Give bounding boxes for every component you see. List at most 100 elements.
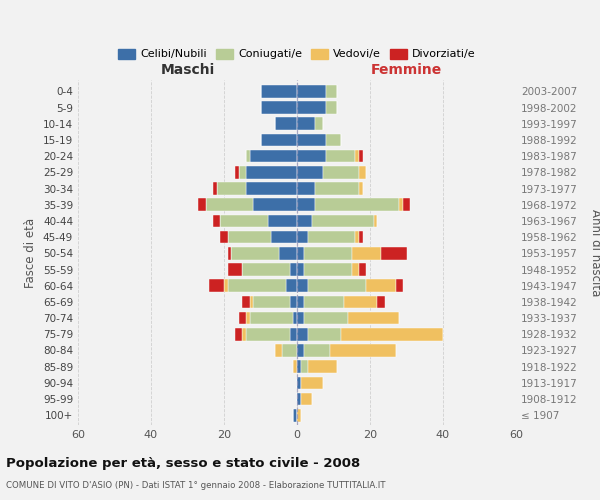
Bar (246, 182, 297, 195)
Bar (286, 280, 297, 292)
Bar (242, 263, 290, 276)
Bar (308, 280, 367, 292)
Bar (227, 280, 286, 292)
Bar (242, 328, 246, 340)
Bar (304, 312, 348, 324)
Bar (235, 328, 242, 340)
Bar (246, 150, 250, 162)
Bar (290, 296, 297, 308)
Text: Popolazione per età, sesso e stato civile - 2008: Popolazione per età, sesso e stato civil… (6, 458, 360, 470)
Bar (235, 166, 239, 178)
Bar (290, 263, 297, 276)
Bar (359, 166, 367, 178)
Bar (348, 312, 399, 324)
Bar (297, 312, 304, 324)
Bar (330, 344, 395, 357)
Bar (268, 214, 297, 227)
Bar (297, 101, 326, 114)
Bar (297, 360, 301, 373)
Bar (260, 101, 297, 114)
Bar (315, 198, 399, 211)
Bar (227, 231, 271, 243)
Bar (297, 344, 304, 357)
Bar (297, 328, 308, 340)
Bar (297, 118, 315, 130)
Bar (246, 312, 250, 324)
Bar (250, 296, 253, 308)
Bar (213, 214, 220, 227)
Bar (239, 312, 246, 324)
Bar (381, 247, 407, 260)
Bar (213, 182, 217, 195)
Bar (304, 344, 330, 357)
Text: Maschi: Maschi (160, 62, 215, 76)
Bar (297, 280, 308, 292)
Bar (283, 344, 297, 357)
Bar (271, 231, 297, 243)
Bar (260, 134, 297, 146)
Bar (246, 166, 297, 178)
Bar (297, 134, 326, 146)
Bar (297, 263, 304, 276)
Bar (227, 247, 232, 260)
Bar (250, 312, 293, 324)
Bar (297, 393, 301, 406)
Bar (326, 101, 337, 114)
Legend: Celibi/Nubili, Coniugati/e, Vedovi/e, Divorziati/e: Celibi/Nubili, Coniugati/e, Vedovi/e, Di… (114, 44, 480, 64)
Bar (374, 214, 377, 227)
Bar (297, 85, 326, 98)
Bar (308, 360, 337, 373)
Bar (395, 280, 403, 292)
Bar (227, 263, 242, 276)
Text: COMUNE DI VITO D'ASIO (PN) - Dati ISTAT 1° gennaio 2008 - Elaborazione TUTTITALI: COMUNE DI VITO D'ASIO (PN) - Dati ISTAT … (6, 481, 386, 490)
Bar (367, 280, 395, 292)
Bar (297, 182, 315, 195)
Bar (352, 247, 381, 260)
Bar (239, 166, 246, 178)
Bar (206, 198, 253, 211)
Bar (355, 150, 359, 162)
Bar (297, 376, 301, 389)
Text: Femmine: Femmine (371, 62, 442, 76)
Bar (359, 150, 362, 162)
Bar (279, 247, 297, 260)
Bar (275, 118, 297, 130)
Bar (304, 296, 344, 308)
Bar (359, 182, 362, 195)
Bar (297, 150, 326, 162)
Bar (326, 150, 355, 162)
Y-axis label: Anni di nascita: Anni di nascita (589, 209, 600, 296)
Bar (290, 328, 297, 340)
Bar (308, 231, 355, 243)
Bar (209, 280, 224, 292)
Bar (323, 166, 359, 178)
Bar (304, 263, 352, 276)
Bar (301, 360, 308, 373)
Bar (293, 360, 297, 373)
Bar (293, 312, 297, 324)
Bar (304, 247, 352, 260)
Bar (311, 214, 374, 227)
Bar (355, 231, 359, 243)
Y-axis label: Fasce di età: Fasce di età (25, 218, 37, 288)
Bar (224, 280, 227, 292)
Bar (297, 409, 301, 422)
Bar (301, 376, 323, 389)
Bar (297, 231, 308, 243)
Bar (308, 328, 341, 340)
Bar (297, 198, 315, 211)
Bar (399, 198, 403, 211)
Bar (246, 328, 290, 340)
Bar (297, 247, 304, 260)
Bar (297, 296, 304, 308)
Bar (260, 85, 297, 98)
Bar (297, 166, 323, 178)
Bar (315, 182, 359, 195)
Bar (250, 150, 297, 162)
Bar (377, 296, 385, 308)
Bar (217, 182, 246, 195)
Bar (326, 134, 341, 146)
Bar (220, 231, 227, 243)
Bar (220, 214, 268, 227)
Bar (315, 118, 323, 130)
